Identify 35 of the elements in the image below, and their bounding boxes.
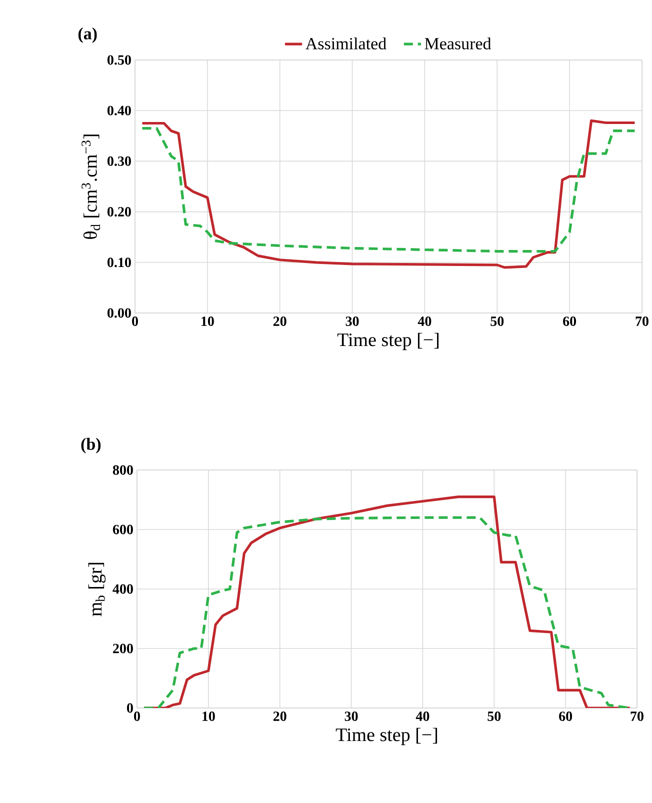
- y-axis-title: θ$_{d}$ [cm$^{3}$.cm$^{−3}$]: [82, 134, 100, 239]
- x-axis-title: Time step [−]: [336, 728, 438, 746]
- chart-title: (a): [78, 27, 97, 43]
- y-tick-label: 600: [112, 524, 133, 534]
- chart-title: (b): [81, 438, 101, 454]
- y-tick-label: 0.30: [108, 156, 131, 166]
- y-axis-title: m$_{b}$ [gr]: [88, 562, 106, 616]
- x-tick-label: 50: [488, 712, 501, 721]
- x-tick-label: 40: [418, 316, 432, 326]
- y-tick-label: 0: [127, 703, 133, 713]
- y-tick-label: 200: [113, 644, 133, 654]
- line-series: [140, 119, 636, 269]
- x-tick-label: 20: [273, 316, 286, 326]
- y-tick-label: 0.50: [108, 55, 131, 65]
- y-tick-label: 0.40: [108, 106, 131, 116]
- legend-label: Assimilated: [306, 37, 386, 50]
- x-tick-label: 10: [202, 316, 214, 326]
- x-tick-label: 30: [344, 712, 358, 721]
- x-tick-label: 60: [559, 712, 572, 721]
- x-tick-label: 60: [563, 316, 576, 326]
- x-tick-label: 20: [273, 712, 286, 721]
- x-tick-label: 40: [416, 712, 430, 721]
- x-tick-label: 30: [346, 316, 359, 326]
- x-tick-label: 70: [630, 712, 644, 721]
- x-tick-label: 0: [134, 712, 140, 721]
- y-tick-label: 800: [112, 465, 133, 475]
- y-tick-label: 0.10: [108, 258, 131, 268]
- x-tick-label: 70: [636, 316, 648, 326]
- x-axis-title: Time step [−]: [337, 332, 439, 350]
- y-tick-label: 0.20: [108, 207, 131, 217]
- y-tick-label: 0.00: [108, 308, 131, 318]
- y-tick-label: 400: [112, 584, 133, 594]
- x-tick-label: 50: [490, 316, 504, 326]
- x-tick-label: 10: [202, 712, 215, 721]
- legend-label: Measured: [424, 37, 492, 50]
